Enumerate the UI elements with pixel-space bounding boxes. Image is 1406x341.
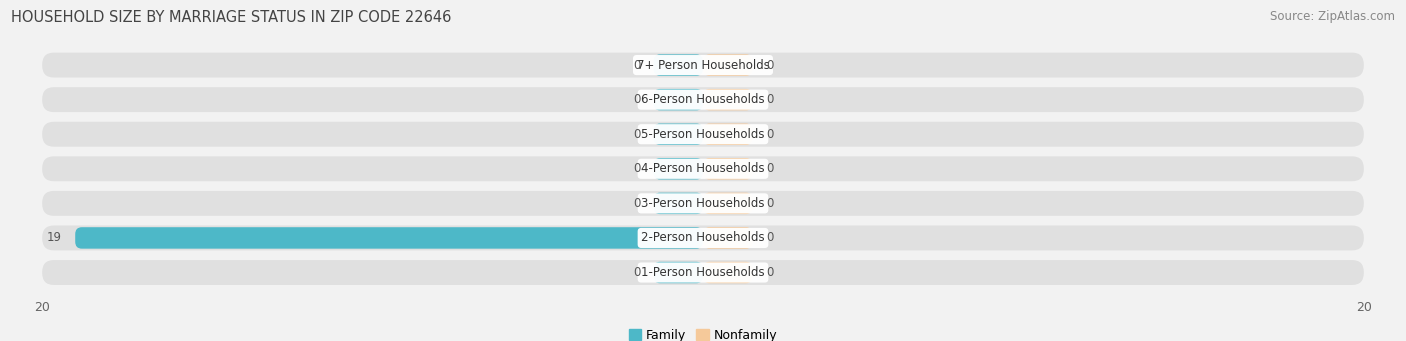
FancyBboxPatch shape — [703, 158, 752, 179]
Text: 7+ Person Households: 7+ Person Households — [637, 59, 769, 72]
FancyBboxPatch shape — [703, 193, 752, 214]
Text: 0: 0 — [633, 162, 640, 175]
Text: 5-Person Households: 5-Person Households — [641, 128, 765, 141]
FancyBboxPatch shape — [654, 54, 703, 76]
FancyBboxPatch shape — [42, 53, 1364, 77]
FancyBboxPatch shape — [42, 225, 1364, 250]
FancyBboxPatch shape — [42, 122, 1364, 147]
FancyBboxPatch shape — [654, 262, 703, 283]
FancyBboxPatch shape — [654, 158, 703, 179]
FancyBboxPatch shape — [654, 123, 703, 145]
Legend: Family, Nonfamily: Family, Nonfamily — [628, 329, 778, 341]
FancyBboxPatch shape — [654, 193, 703, 214]
FancyBboxPatch shape — [703, 89, 752, 110]
Text: 1-Person Households: 1-Person Households — [641, 266, 765, 279]
Text: 2-Person Households: 2-Person Households — [641, 232, 765, 244]
Text: 0: 0 — [766, 197, 773, 210]
FancyBboxPatch shape — [654, 89, 703, 110]
FancyBboxPatch shape — [42, 87, 1364, 112]
Text: 19: 19 — [46, 232, 62, 244]
Text: 0: 0 — [633, 93, 640, 106]
Text: 3-Person Households: 3-Person Households — [641, 197, 765, 210]
FancyBboxPatch shape — [703, 227, 752, 249]
FancyBboxPatch shape — [42, 156, 1364, 181]
Text: 0: 0 — [633, 266, 640, 279]
Text: 0: 0 — [633, 128, 640, 141]
Text: HOUSEHOLD SIZE BY MARRIAGE STATUS IN ZIP CODE 22646: HOUSEHOLD SIZE BY MARRIAGE STATUS IN ZIP… — [11, 10, 451, 25]
FancyBboxPatch shape — [42, 260, 1364, 285]
Text: 0: 0 — [766, 232, 773, 244]
FancyBboxPatch shape — [42, 191, 1364, 216]
Text: 0: 0 — [766, 128, 773, 141]
FancyBboxPatch shape — [703, 123, 752, 145]
FancyBboxPatch shape — [75, 227, 703, 249]
Text: 0: 0 — [766, 266, 773, 279]
FancyBboxPatch shape — [703, 54, 752, 76]
FancyBboxPatch shape — [703, 262, 752, 283]
Text: 6-Person Households: 6-Person Households — [641, 93, 765, 106]
Text: 4-Person Households: 4-Person Households — [641, 162, 765, 175]
Text: 0: 0 — [633, 59, 640, 72]
Text: 0: 0 — [766, 162, 773, 175]
Text: 0: 0 — [766, 59, 773, 72]
Text: 0: 0 — [766, 93, 773, 106]
Text: 0: 0 — [633, 197, 640, 210]
Text: Source: ZipAtlas.com: Source: ZipAtlas.com — [1270, 10, 1395, 23]
